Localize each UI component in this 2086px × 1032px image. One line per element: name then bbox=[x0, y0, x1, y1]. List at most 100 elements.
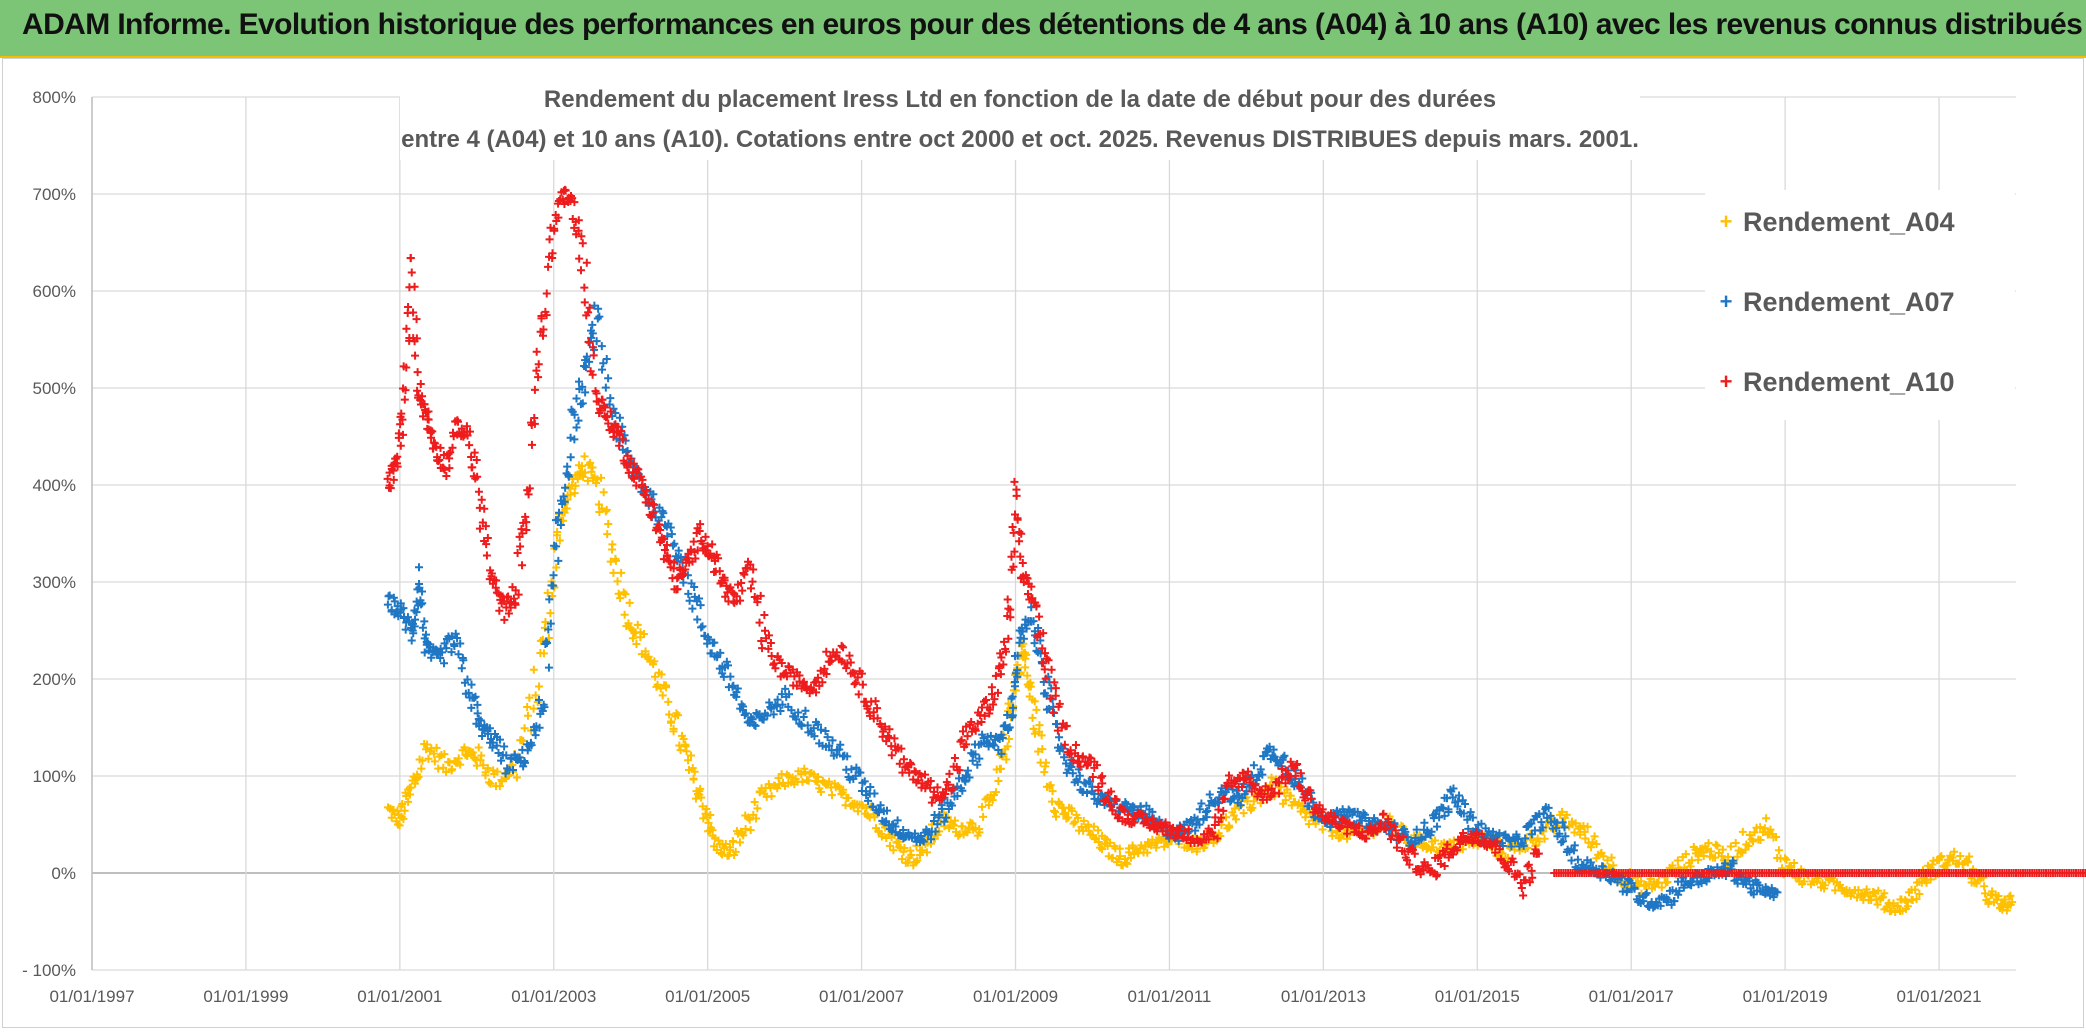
data-point bbox=[1004, 734, 1013, 743]
data-point bbox=[545, 595, 554, 604]
data-point bbox=[403, 613, 412, 622]
data-point bbox=[481, 768, 490, 777]
data-point bbox=[685, 596, 694, 605]
data-point bbox=[418, 623, 427, 632]
data-point bbox=[570, 198, 579, 207]
data-point bbox=[1083, 789, 1092, 798]
data-point bbox=[963, 766, 972, 775]
data-point bbox=[1092, 761, 1101, 770]
data-point bbox=[843, 752, 852, 761]
data-point bbox=[1005, 723, 1014, 732]
data-point bbox=[666, 523, 675, 532]
data-point bbox=[1230, 804, 1239, 813]
data-point bbox=[1744, 842, 1753, 851]
data-point bbox=[695, 594, 704, 603]
data-point bbox=[883, 806, 892, 815]
data-point bbox=[1012, 491, 1021, 500]
data-point bbox=[1558, 818, 1567, 827]
data-point bbox=[801, 706, 810, 715]
y-tick-label: 400% bbox=[33, 476, 76, 495]
data-point bbox=[1681, 850, 1690, 859]
data-point bbox=[1214, 817, 1223, 826]
data-point bbox=[530, 385, 539, 394]
data-point bbox=[1276, 782, 1285, 791]
data-point bbox=[2008, 898, 2017, 907]
data-point bbox=[761, 626, 770, 635]
data-point bbox=[418, 756, 427, 765]
data-point bbox=[485, 778, 494, 787]
data-point bbox=[1266, 792, 1275, 801]
data-point bbox=[584, 308, 593, 317]
data-point bbox=[442, 472, 451, 481]
data-point bbox=[614, 589, 623, 598]
data-point bbox=[421, 630, 430, 639]
data-point bbox=[1922, 878, 1931, 887]
data-point bbox=[1197, 799, 1206, 808]
data-point bbox=[447, 648, 456, 657]
data-point bbox=[625, 598, 634, 607]
data-point bbox=[1392, 843, 1401, 852]
data-point bbox=[1106, 838, 1115, 847]
data-point bbox=[1298, 774, 1307, 783]
data-point bbox=[1112, 795, 1121, 804]
data-point bbox=[726, 583, 735, 592]
data-point bbox=[1702, 845, 1711, 854]
data-point bbox=[393, 807, 402, 816]
data-point bbox=[809, 770, 818, 779]
data-point bbox=[852, 763, 861, 772]
data-point bbox=[1337, 821, 1346, 830]
data-point bbox=[602, 354, 611, 363]
data-point bbox=[866, 783, 875, 792]
data-point bbox=[850, 680, 859, 689]
data-point bbox=[445, 758, 454, 767]
data-point bbox=[755, 618, 764, 627]
data-point bbox=[442, 644, 451, 653]
data-point bbox=[1060, 753, 1069, 762]
y-tick-label: 800% bbox=[33, 88, 76, 107]
data-point bbox=[1256, 765, 1265, 774]
data-point bbox=[534, 373, 543, 382]
data-point bbox=[1528, 873, 1537, 882]
data-point bbox=[650, 657, 659, 666]
data-point bbox=[513, 549, 522, 558]
data-point bbox=[1107, 801, 1116, 810]
data-point bbox=[748, 577, 757, 586]
data-point bbox=[1107, 787, 1116, 796]
data-point bbox=[530, 419, 539, 428]
data-point bbox=[1448, 793, 1457, 802]
data-point bbox=[1064, 813, 1073, 822]
data-point bbox=[967, 718, 976, 727]
data-point bbox=[693, 615, 702, 624]
data-point bbox=[1066, 761, 1075, 770]
data-point bbox=[792, 681, 801, 690]
data-point bbox=[541, 618, 550, 627]
data-point bbox=[525, 693, 534, 702]
data-point bbox=[990, 695, 999, 704]
data-point bbox=[996, 649, 1005, 658]
data-point bbox=[502, 751, 511, 760]
data-point bbox=[495, 606, 504, 615]
data-point bbox=[1225, 771, 1233, 780]
data-point bbox=[532, 366, 541, 375]
data-point bbox=[577, 462, 586, 471]
data-point bbox=[1381, 825, 1390, 834]
data-point bbox=[559, 492, 568, 501]
data-point bbox=[1318, 805, 1327, 814]
data-point bbox=[663, 552, 672, 561]
data-point bbox=[554, 213, 563, 222]
data-point bbox=[1068, 769, 1077, 778]
data-point bbox=[862, 803, 871, 812]
data-point bbox=[1124, 810, 1132, 819]
data-point bbox=[1016, 552, 1025, 561]
data-point bbox=[509, 765, 518, 774]
data-point bbox=[1000, 637, 1009, 646]
data-point bbox=[1137, 841, 1146, 850]
data-point bbox=[1041, 649, 1050, 658]
data-point bbox=[1412, 825, 1421, 834]
data-point bbox=[986, 731, 995, 740]
data-point bbox=[473, 709, 482, 718]
data-point bbox=[531, 731, 540, 740]
data-point bbox=[704, 818, 713, 827]
data-point bbox=[1583, 822, 1592, 831]
data-point bbox=[620, 610, 629, 619]
